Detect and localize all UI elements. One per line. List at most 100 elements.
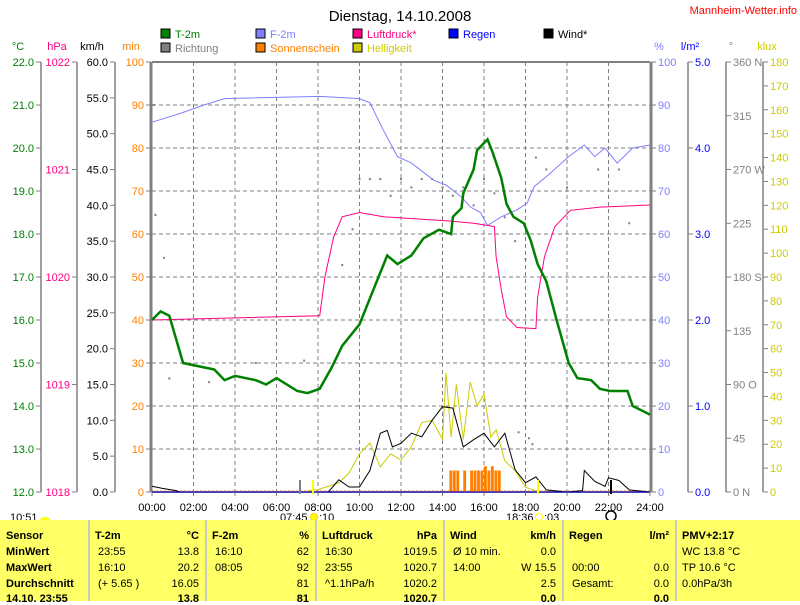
axis-unit-sun: min — [122, 41, 140, 53]
tick-label-pressure: 1019 — [46, 380, 70, 392]
column-head: Wind — [450, 530, 477, 542]
tick-label-humidity: 30 — [658, 358, 670, 370]
column-unit: % — [299, 530, 309, 542]
stats-table: Sensor MinWert MaxWert Durchschnitt 14.10. 2… — [0, 520, 800, 605]
tick-label-temp: 15.0 — [13, 358, 34, 370]
cell-value: 0.0 — [653, 593, 669, 605]
column-head: T-2m — [95, 530, 121, 542]
x-tick-label: 14:00 — [429, 502, 457, 514]
axis-unit-pressure: hPa — [47, 41, 67, 53]
cell-value: 1020.7 — [403, 593, 437, 605]
row-label: MinWert — [6, 546, 50, 558]
tick-label-brightness: 40 — [770, 391, 782, 403]
legend-swatch-0 — [160, 28, 171, 39]
tick-label-humidity: 70 — [658, 186, 670, 198]
x-tick-label: 06:00 — [263, 502, 291, 514]
tick-label-rain: 0.0 — [695, 487, 710, 499]
column-divider — [315, 520, 317, 601]
sunshine-bar — [487, 470, 491, 492]
tick-label-wind: 5.0 — [93, 451, 108, 463]
axis-unit-direction: ° — [729, 41, 733, 53]
direction-point — [303, 359, 306, 362]
cell-value: 16.05 — [171, 578, 199, 590]
x-tick-label: 12:00 — [387, 502, 415, 514]
tick-label-temp: 14.0 — [13, 401, 34, 413]
column-unit: l/m² — [649, 530, 669, 542]
direction-point — [472, 204, 475, 207]
legend-label-3: Sonnenschein — [270, 43, 340, 55]
direction-point — [389, 194, 392, 197]
series-wind — [151, 406, 651, 493]
sunshine-bar — [477, 470, 480, 492]
direction-point — [254, 362, 257, 364]
sunshine-bar — [463, 470, 467, 492]
direction-point — [341, 264, 344, 267]
cell-label: 23:55 — [98, 546, 126, 558]
moon-icon — [605, 510, 617, 520]
sunshine-bar — [449, 470, 453, 492]
column-head: Regen — [569, 530, 603, 542]
cell-label: ^1.1hPa/h — [325, 578, 375, 590]
tick-label-brightness: 130 — [770, 176, 788, 188]
direction-point — [168, 377, 171, 380]
tick-label-wind: 50.0 — [87, 129, 108, 141]
tick-label-rain: 4.0 — [695, 143, 710, 155]
cell-value: 1020.2 — [403, 578, 437, 590]
tick-label-temp: 13.0 — [13, 444, 34, 456]
tick-label-pressure: 1020 — [46, 272, 70, 284]
site-link[interactable]: Mannheim-Wetter.info — [690, 5, 797, 17]
tick-label-wind: 30.0 — [87, 272, 108, 284]
sunrise-time: 07:45 — [280, 512, 308, 520]
tick-label-brightness: 0 — [770, 487, 776, 499]
direction-point — [208, 381, 211, 384]
tick-label-brightness: 170 — [770, 81, 788, 93]
row-label: MaxWert — [6, 562, 52, 574]
legend-label-0: T-2m — [175, 29, 200, 41]
tick-label-sun: 0 — [138, 487, 144, 499]
sunshine-bar — [470, 470, 474, 492]
tick-label-wind: 0.0 — [93, 487, 108, 499]
sunset-sun-icon — [535, 513, 543, 520]
direction-point — [410, 186, 413, 189]
tick-label-brightness: 10 — [770, 463, 782, 475]
tick-label-sun: 40 — [132, 315, 144, 327]
cell-label: 08:05 — [215, 562, 243, 574]
cell-value: W 15.5 — [521, 562, 556, 574]
tick-label-sun: 90 — [132, 100, 144, 112]
tick-label-wind: 45.0 — [87, 165, 108, 177]
direction-point — [163, 256, 166, 259]
sunshine-bar — [490, 466, 494, 492]
direction-point — [351, 228, 354, 231]
row-label: Sensor — [6, 530, 44, 542]
cell-value: 13.8 — [177, 593, 199, 605]
pmv-value: TP 10.6 °C — [682, 562, 736, 574]
series-helligkeit — [307, 372, 547, 493]
tick-label-temp: 17.0 — [13, 272, 34, 284]
legend-swatch-4 — [352, 28, 363, 39]
cell-label: (+ 5.65 ) — [98, 578, 140, 590]
x-tick-label: 02:00 — [180, 502, 208, 514]
data-marks — [151, 95, 651, 494]
x-tick-label: 10:00 — [346, 502, 374, 514]
x-tick-label: 24:00 — [636, 502, 664, 514]
direction-point — [420, 178, 423, 181]
tick-label-humidity: 60 — [658, 229, 670, 241]
tick-label-sun: 60 — [132, 229, 144, 241]
cell-value: 1019.5 — [403, 546, 437, 558]
direction-point — [545, 168, 548, 171]
tick-label-brightness: 70 — [770, 320, 782, 332]
sunshine-bar — [480, 470, 484, 492]
tick-label-brightness: 80 — [770, 296, 782, 308]
tick-label-brightness: 110 — [770, 224, 788, 236]
tick-label-rain: 3.0 — [695, 229, 710, 241]
sunset-time: 18:36 — [506, 512, 534, 520]
axis-unit-wind: km/h — [80, 41, 104, 53]
tick-label-wind: 20.0 — [87, 344, 108, 356]
series-t-2m — [151, 137, 651, 416]
tick-label-wind: 60.0 — [87, 57, 108, 69]
tick-label-humidity: 90 — [658, 100, 670, 112]
legend: T-2m Richtung F-2m Sonnenschein Luftdruck* He… — [160, 28, 588, 55]
cell-value: 20.2 — [177, 562, 199, 574]
direction-point — [379, 178, 382, 181]
row-label: 14.10. 23:55 — [6, 593, 68, 605]
